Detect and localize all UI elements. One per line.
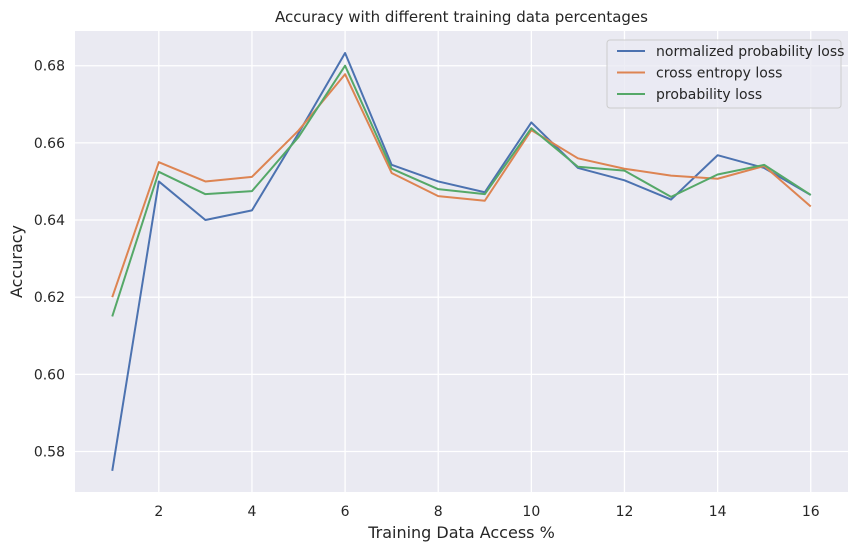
x-tick-label: 12 [616, 504, 634, 520]
y-tick-label: 0.64 [34, 213, 65, 229]
series-line-1 [111, 73, 812, 298]
chart-title: Accuracy with different training data pe… [275, 8, 648, 26]
x-tick-labels: 2 4 6 8 10 12 14 16 [154, 504, 819, 520]
y-tick-label: 0.68 [34, 59, 65, 75]
y-tick-label: 0.58 [34, 444, 65, 460]
legend-label-0: normalized probability loss [656, 44, 844, 60]
legend-box [606, 39, 842, 109]
x-axis-label: Training Data Access % [367, 523, 555, 542]
legend-label-1: cross entropy loss [656, 66, 782, 82]
legend-label-2: probability loss [656, 87, 762, 103]
x-tick-label: 16 [802, 504, 820, 520]
x-tick-label: 2 [154, 504, 163, 520]
x-tick-label: 8 [434, 504, 443, 520]
y-tick-label: 0.62 [34, 290, 65, 306]
x-tick-label: 14 [709, 504, 727, 520]
series-lines [111, 51, 812, 471]
x-tick-label: 10 [522, 504, 540, 520]
legend: normalized probability loss cross entropy… [606, 39, 844, 109]
x-tick-label: 6 [341, 504, 350, 520]
y-axis-label: Accuracy [7, 225, 26, 298]
y-tick-labels: 0.58 0.60 0.62 0.64 0.66 0.68 [34, 59, 65, 461]
y-tick-label: 0.66 [34, 136, 65, 152]
x-tick-label: 4 [247, 504, 256, 520]
y-tick-label: 0.60 [34, 367, 65, 383]
series-line-2 [111, 64, 812, 317]
